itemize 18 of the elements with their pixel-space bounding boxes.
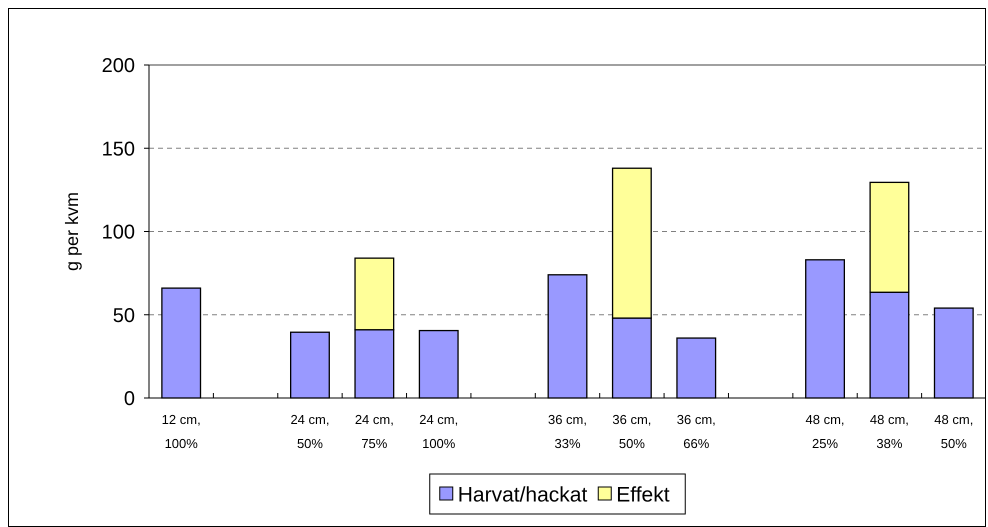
y-tick-label: 200 <box>102 55 135 77</box>
x-tick-label: 48 cm, 25% <box>806 412 845 451</box>
x-tick-label: 36 cm, 33% <box>548 412 588 451</box>
y-axis-title: g per kvm <box>62 192 82 272</box>
y-tick-label: 50 <box>112 304 135 327</box>
legend-label: Harvat/hackat <box>458 483 588 506</box>
y-tick-label: 0 <box>124 388 135 410</box>
legend-label: Effekt <box>616 483 670 506</box>
x-tick-label: 24 cm, 75% <box>354 412 394 451</box>
x-tick-label: 12 cm, 100% <box>162 412 201 451</box>
x-tick-label: 48 cm, 38% <box>870 412 909 451</box>
x-tick-label: 24 cm, 50% <box>290 412 330 451</box>
x-tick-label: 24 cm, 100% <box>419 412 458 451</box>
x-tick-label: 36 cm, 50% <box>612 412 652 451</box>
y-tick-label: 100 <box>102 222 135 244</box>
x-tick-label: 36 cm, 66% <box>676 412 716 451</box>
y-tick-label: 150 <box>102 138 135 160</box>
x-tick-label: 48 cm, 50% <box>934 412 974 451</box>
